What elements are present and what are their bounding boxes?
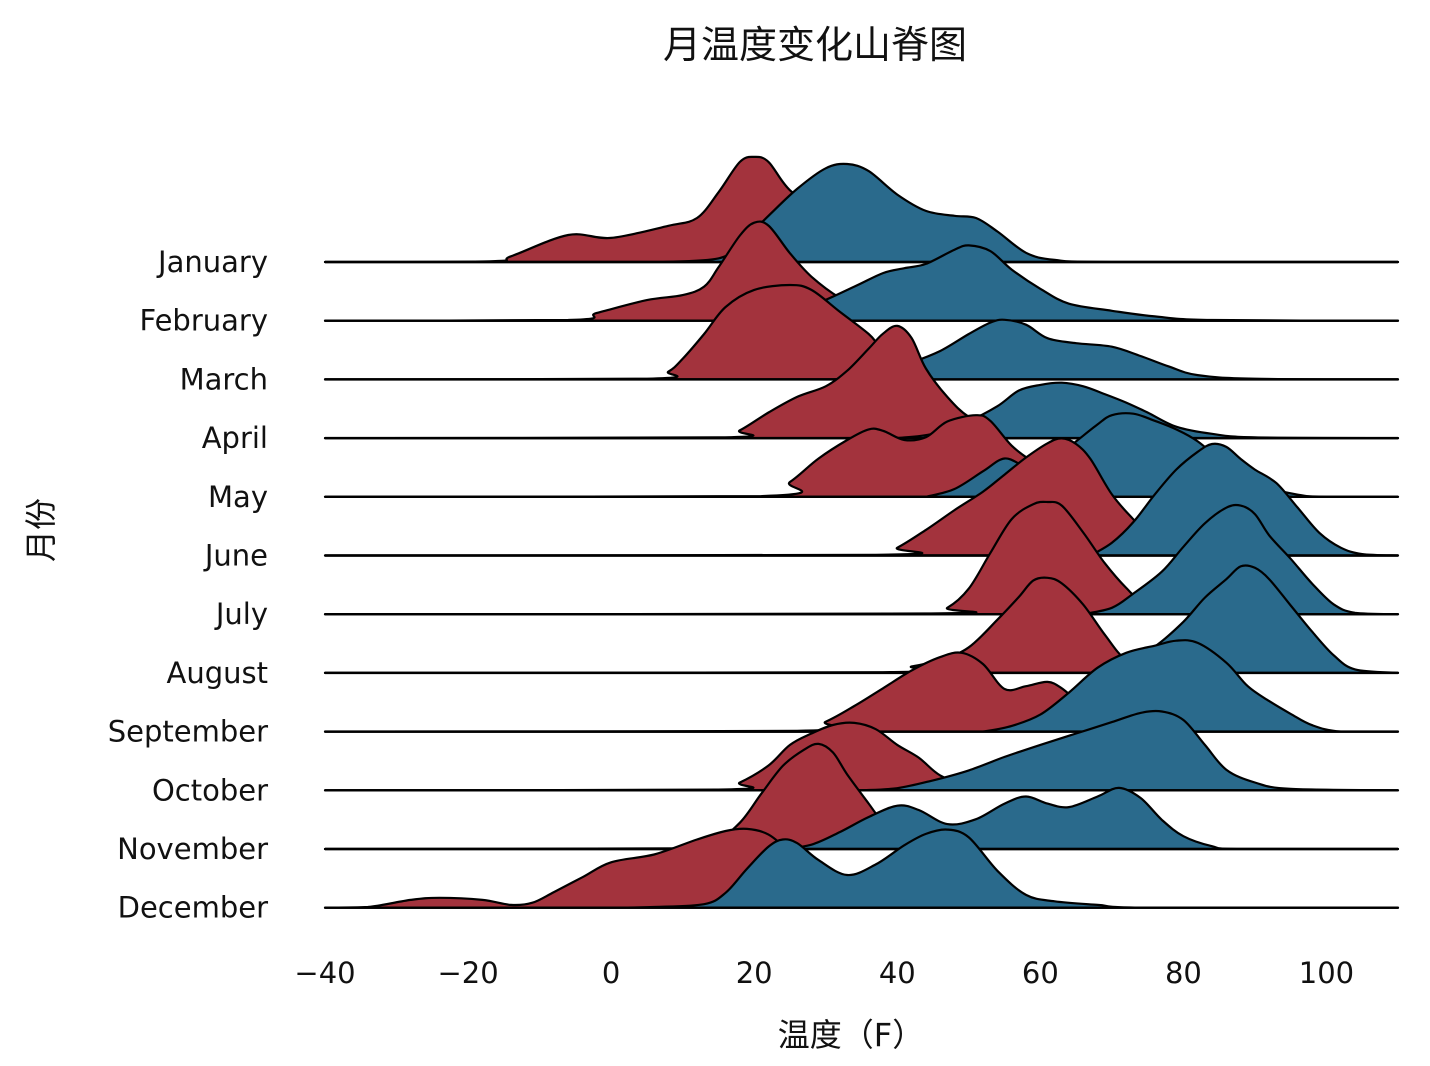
max-temp-density-september: [323, 639, 1400, 733]
max-temp-density-november: [323, 786, 1400, 851]
max-temp-density-january: [323, 162, 1400, 264]
month-label-january: January: [156, 245, 268, 279]
month-label-october: October: [152, 773, 268, 807]
x-tick-label: −40: [294, 956, 355, 990]
x-tick-label: 40: [879, 956, 916, 990]
x-tick-label: 20: [736, 956, 773, 990]
max-temp-density-march: [323, 318, 1400, 381]
x-tick-label: 60: [1022, 956, 1059, 990]
y-axis-title: 月份: [22, 498, 60, 562]
max-temp-density-february: [323, 244, 1400, 322]
month-label-september: September: [108, 715, 268, 749]
x-tick-label: 0: [602, 956, 620, 990]
max-temp-density-august: [323, 564, 1400, 674]
ridge-february: [323, 220, 1400, 322]
x-tick-label: 100: [1299, 956, 1354, 990]
max-temp-density-july: [323, 503, 1400, 616]
min-temp-density-october: [323, 721, 1400, 792]
month-label-may: May: [208, 480, 268, 514]
month-label-june: June: [203, 539, 268, 573]
month-label-april: April: [202, 421, 268, 455]
x-axis-title: 温度（F）: [778, 1016, 924, 1054]
max-temp-density-october: [323, 709, 1400, 792]
month-axis-labels: January February March April May June July Augu…: [108, 245, 268, 925]
ridge-october: [323, 709, 1400, 792]
max-temp-density-december: [323, 828, 1400, 909]
ridge-january: [323, 155, 1400, 264]
month-label-november: November: [117, 832, 268, 866]
month-label-february: February: [139, 304, 268, 338]
chart-title: 月温度变化山脊图: [663, 23, 967, 67]
x-tick-label: −20: [437, 956, 498, 990]
month-label-march: March: [180, 362, 268, 396]
ridge-layers: [323, 155, 1400, 909]
ridge-december: [323, 827, 1400, 909]
month-label-august: August: [167, 656, 269, 690]
ridge-august: [323, 564, 1400, 675]
x-axis-ticks: −40 −20 0 20 40 60 80 100: [294, 956, 1354, 990]
x-tick-label: 80: [1165, 956, 1202, 990]
month-label-december: December: [118, 891, 268, 925]
ridge-november: [323, 742, 1400, 851]
max-temp-density-june: [323, 442, 1400, 557]
month-label-july: July: [214, 597, 268, 631]
